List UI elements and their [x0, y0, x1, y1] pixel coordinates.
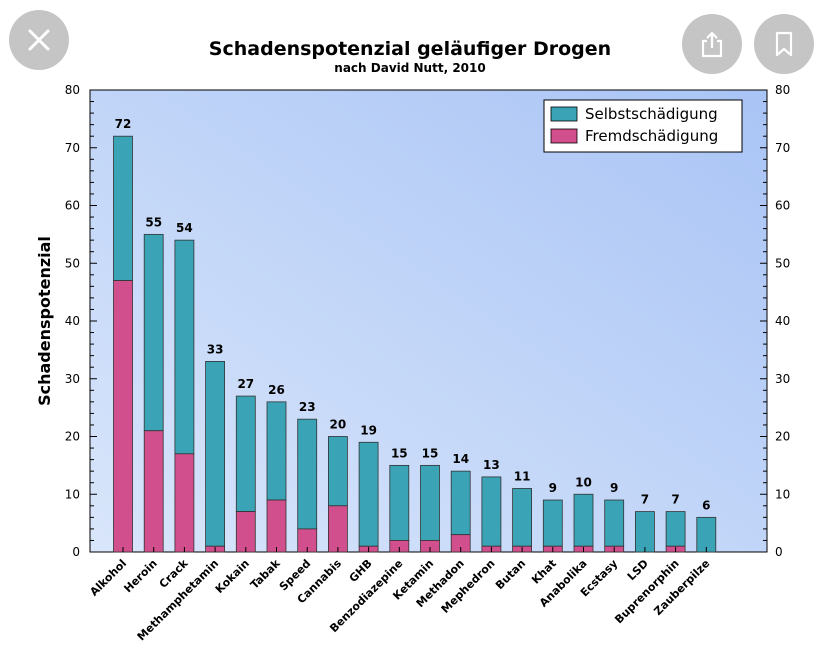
bar-selbst: [113, 135, 133, 281]
y-tick-label-right: 0: [775, 545, 783, 559]
legend: Selbstschädigung Fremdschädigung: [543, 99, 743, 153]
y-axis-left: 0 10 20 30 40 50 60 70 80: [65, 83, 97, 559]
bar-fremd: [174, 453, 195, 553]
legend-label-selbst: Selbstschädigung: [585, 105, 718, 123]
bar-value-label: 27: [237, 377, 254, 391]
x-tick-label: Zauberpilze: [651, 557, 712, 618]
legend-swatch-fremd: [550, 128, 578, 144]
bar-selbst: [542, 499, 563, 547]
x-tick-label: Alkohol: [87, 557, 129, 599]
bar-selbst: [297, 418, 318, 530]
bar-value-label: 9: [549, 481, 557, 495]
bar-selbst: [235, 395, 256, 512]
bookmark-button[interactable]: [754, 14, 814, 74]
y-tick-label-left: 0: [72, 545, 80, 559]
bookmark-icon: [775, 31, 793, 57]
y-tick-label-right: 30: [775, 372, 790, 386]
x-tick-label: GHB: [347, 557, 375, 585]
bar-selbst: [143, 233, 164, 432]
bar-value-label: 72: [115, 117, 132, 131]
y-tick-label-left: 20: [65, 430, 80, 444]
bar-value-label: 15: [391, 446, 408, 460]
chart-subtitle: nach David Nutt, 2010: [334, 61, 485, 75]
y-tick-label-right: 40: [775, 314, 790, 328]
bar-selbst: [174, 239, 195, 455]
bar-value-label: 26: [268, 383, 285, 397]
legend-label-fremd: Fremdschädigung: [585, 127, 718, 145]
y-tick-label-right: 80: [775, 83, 790, 97]
bar-value-labels: 72 55 54 33 27 26 23 20 19 15 15 14 13 11 9 10 9 7 7 6: [115, 117, 711, 512]
y-tick-label-left: 60: [65, 199, 80, 213]
bar-value-label: 9: [610, 481, 618, 495]
bar-value-label: 54: [176, 221, 193, 235]
bar-value-label: 15: [422, 446, 439, 460]
bar-selbst: [481, 476, 502, 547]
x-tick-label: Butan: [493, 557, 528, 592]
y-tick-label-right: 70: [775, 141, 790, 155]
bar-selbst: [512, 488, 532, 547]
y-tick-label-right: 10: [775, 487, 790, 501]
y-tick-label-left: 50: [65, 256, 80, 270]
bar-selbst: [450, 470, 471, 536]
bar-selbst: [665, 511, 686, 547]
bar-value-label: 11: [514, 469, 531, 483]
bar-value-label: 10: [575, 475, 592, 489]
bar-value-label: 13: [483, 458, 500, 472]
x-tick-label: LSD: [625, 557, 651, 583]
bar-selbst: [604, 499, 625, 547]
y-tick-label-left: 40: [65, 314, 80, 328]
y-tick-label-left: 80: [65, 83, 80, 97]
x-tick-label: Kokain: [213, 557, 252, 596]
y-axis-right: 0 10 20 30 40 50 60 70 80: [760, 83, 790, 559]
bar-selbst: [635, 511, 655, 553]
y-axis-label: Schadenspotenzial: [35, 236, 54, 406]
share-button[interactable]: [682, 14, 742, 74]
bar-selbst: [573, 493, 594, 547]
bar-selbst: [420, 464, 440, 541]
bar-fremd: [143, 430, 164, 553]
chart-title: Schadenspotenzial geläufiger Drogen: [209, 38, 611, 60]
y-tick-label-right: 20: [775, 430, 790, 444]
y-tick-label-right: 60: [775, 199, 790, 213]
bar-value-label: 14: [452, 452, 469, 466]
bar-fremd: [266, 499, 287, 553]
bar-value-label: 7: [641, 493, 649, 507]
close-button[interactable]: [9, 10, 69, 70]
x-tick-label: Heroin: [121, 557, 159, 595]
bar-selbst: [205, 361, 226, 547]
bar-value-label: 55: [145, 215, 162, 229]
bar-selbst: [358, 441, 379, 547]
bar-value-label: 23: [299, 400, 316, 414]
close-icon: [28, 29, 50, 51]
legend-swatch-selbst: [550, 106, 578, 122]
bar-value-label: 33: [207, 342, 224, 356]
share-icon: [701, 31, 723, 58]
y-tick-label-left: 10: [65, 487, 80, 501]
bar-value-label: 6: [702, 498, 710, 512]
bar-selbst: [327, 436, 348, 507]
bar-fremd: [235, 511, 256, 553]
bar-selbst: [389, 464, 410, 541]
bar-value-label: 20: [330, 418, 347, 432]
x-axis-labels: AlkoholHeroinCrackMethamphetaminKokainTa…: [87, 547, 712, 643]
y-tick-label-left: 30: [65, 372, 80, 386]
bar-selbst: [696, 516, 717, 553]
bar-selbst: [266, 401, 287, 501]
bar-value-label: 7: [671, 493, 679, 507]
y-tick-label-right: 50: [775, 256, 790, 270]
bar-fremd: [327, 505, 348, 553]
bar-fremd: [113, 280, 133, 553]
y-tick-label-left: 70: [65, 141, 80, 155]
bar-value-label: 19: [360, 423, 377, 437]
